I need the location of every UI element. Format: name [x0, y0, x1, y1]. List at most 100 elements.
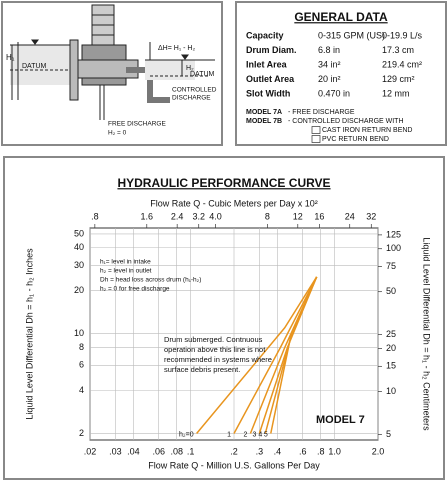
y-tick-label: 50	[74, 228, 84, 238]
x-tick-label: 1.0	[328, 446, 341, 456]
x2-tick-label: 3.2	[192, 211, 205, 221]
option-text: CAST IRON RETURN BEND	[322, 127, 413, 134]
diagram-label: FREE DISCHARGE	[108, 121, 166, 128]
y-tick-label: 2	[79, 428, 84, 438]
x2-tick-label: .8	[91, 211, 99, 221]
diagram-label: DATUM	[22, 63, 47, 70]
data-value: 34 in²	[318, 59, 341, 69]
note: h₁= level in intake	[100, 259, 151, 266]
diagram-label: DATUM	[190, 71, 215, 78]
note: h₂ = level in outlet	[100, 268, 152, 275]
model-text: - FREE DISCHARGE	[288, 109, 355, 116]
y2-tick-label: 100	[386, 243, 401, 253]
data-value: 0.470 in	[318, 88, 350, 98]
data-value: 20 in²	[318, 74, 341, 84]
y2-tick-label: 10	[386, 386, 396, 396]
y2-tick-label: 75	[386, 261, 396, 271]
y2-axis-title: Liquid Level Differential Dh = h₁ - h₂ C…	[422, 237, 432, 431]
x2-tick-label: 1.6	[141, 211, 154, 221]
y-tick-label: 20	[74, 285, 84, 295]
model-label: MODEL 7B	[246, 118, 282, 125]
diagram-label: H₂	[186, 65, 194, 72]
x-axis-title: Flow Rate Q - Million U.S. Gallons Per D…	[148, 460, 320, 470]
data-value: 0-19.9 L/s	[382, 30, 423, 40]
x-tick-label: 2.0	[372, 446, 385, 456]
x2-tick-label: 24	[345, 211, 355, 221]
annotation: recommended in systems where	[164, 355, 272, 364]
x-tick-label: .02	[84, 446, 97, 456]
annotation: surface debris present.	[164, 365, 240, 374]
data-value: 17.3 cm	[382, 45, 414, 55]
general-data-table: Capacity 0-315 GPM (US)0-19.9 L/s Drum Dia…	[246, 30, 423, 143]
x-tick-label: .8	[317, 446, 325, 456]
x2-tick-label: 2.4	[171, 211, 184, 221]
diagram-label: CONTROLLED	[172, 87, 217, 94]
x2-tick-label: 32	[366, 211, 376, 221]
series-line	[233, 276, 318, 434]
y-tick-label: 6	[79, 360, 84, 370]
chart-title: HYDRAULIC PERFORMANCE CURVE	[117, 176, 330, 190]
x-tick-label: .04	[127, 446, 140, 456]
data-label: Drum Diam.	[246, 45, 297, 55]
y2-tick-label: 25	[386, 329, 396, 339]
y-axis-title: Liquid Level Differential Dh = h₁ - h₂ I…	[24, 248, 34, 420]
series-label: 3	[252, 431, 256, 438]
x2-axis-title: Flow Rate Q - Cubic Meters per Day x 10²	[150, 198, 318, 208]
x-tick-label: .3	[256, 446, 264, 456]
y-tick-label: 10	[74, 328, 84, 338]
series-label: h₂=0	[179, 431, 194, 438]
data-label: Outlet Area	[246, 74, 295, 84]
plot: .02.03.04.06.08.1.2.3.4.6.8 1.0 2.0.8 1.6 2.…	[74, 211, 401, 456]
x-tick-label: .2	[230, 446, 238, 456]
checkbox	[311, 135, 321, 143]
x-tick-label: .1	[187, 446, 195, 456]
series-label: 1	[227, 431, 231, 438]
x-tick-label: .08	[170, 446, 183, 456]
data-value: 6.8 in	[318, 45, 340, 55]
x-tick-label: .6	[299, 446, 307, 456]
data-value: 0-315 GPM (US)	[318, 30, 385, 40]
y-tick-label: 8	[79, 342, 84, 352]
model-label: MODEL 7	[316, 414, 365, 426]
y-tick-label: 40	[74, 242, 84, 252]
y2-tick-label: 50	[386, 286, 396, 296]
note: Dh = head loss across drum (h₁-h₂)	[100, 277, 201, 284]
annotation: operation above this line is not	[164, 345, 266, 354]
diagram-label: H₂ = 0	[108, 130, 127, 137]
x-tick-label: .03	[109, 446, 122, 456]
series-line	[196, 276, 318, 434]
y2-tick-label: 125	[386, 229, 401, 239]
x2-tick-label: 8	[265, 211, 270, 221]
y2-tick-label: 5	[386, 429, 391, 439]
y2-tick-label: 20	[386, 343, 396, 353]
data-value: 129 cm²	[382, 74, 415, 84]
series-label: 5	[264, 431, 268, 438]
schematic	[10, 4, 215, 120]
data-label: Inlet Area	[246, 59, 288, 69]
data-label: Slot Width	[246, 88, 290, 98]
model-text: - CONTROLLED DISCHARGE WITH	[288, 118, 404, 125]
diagram-label: DISCHARGE	[172, 95, 211, 102]
series-label: 4	[258, 431, 262, 438]
annotation: Drum submerged. Contnuous	[164, 335, 263, 344]
x-tick-label: .06	[152, 446, 165, 456]
diagram-label: ΔH= H₁ - H₂	[158, 45, 195, 52]
general-data-title: GENERAL DATA	[294, 10, 388, 24]
data-label: Capacity	[246, 30, 284, 40]
general-data-panel	[235, 1, 447, 146]
x2-tick-label: 12	[293, 211, 303, 221]
y-tick-label: 30	[74, 260, 84, 270]
x2-tick-label: 16	[314, 211, 324, 221]
data-value: 12 mm	[382, 88, 410, 98]
diagram-label: H₁	[6, 53, 15, 62]
series-label: 2	[244, 431, 248, 438]
y-tick-label: 4	[79, 385, 84, 395]
series-line	[270, 276, 318, 434]
x-tick-label: .4	[274, 446, 282, 456]
option-text: PVC RETURN BEND	[322, 136, 389, 143]
data-value: 219.4 cm²	[382, 59, 422, 69]
model-label: MODEL 7A	[246, 109, 282, 116]
y2-tick-label: 15	[386, 361, 396, 371]
x2-tick-label: 4.0	[209, 211, 222, 221]
